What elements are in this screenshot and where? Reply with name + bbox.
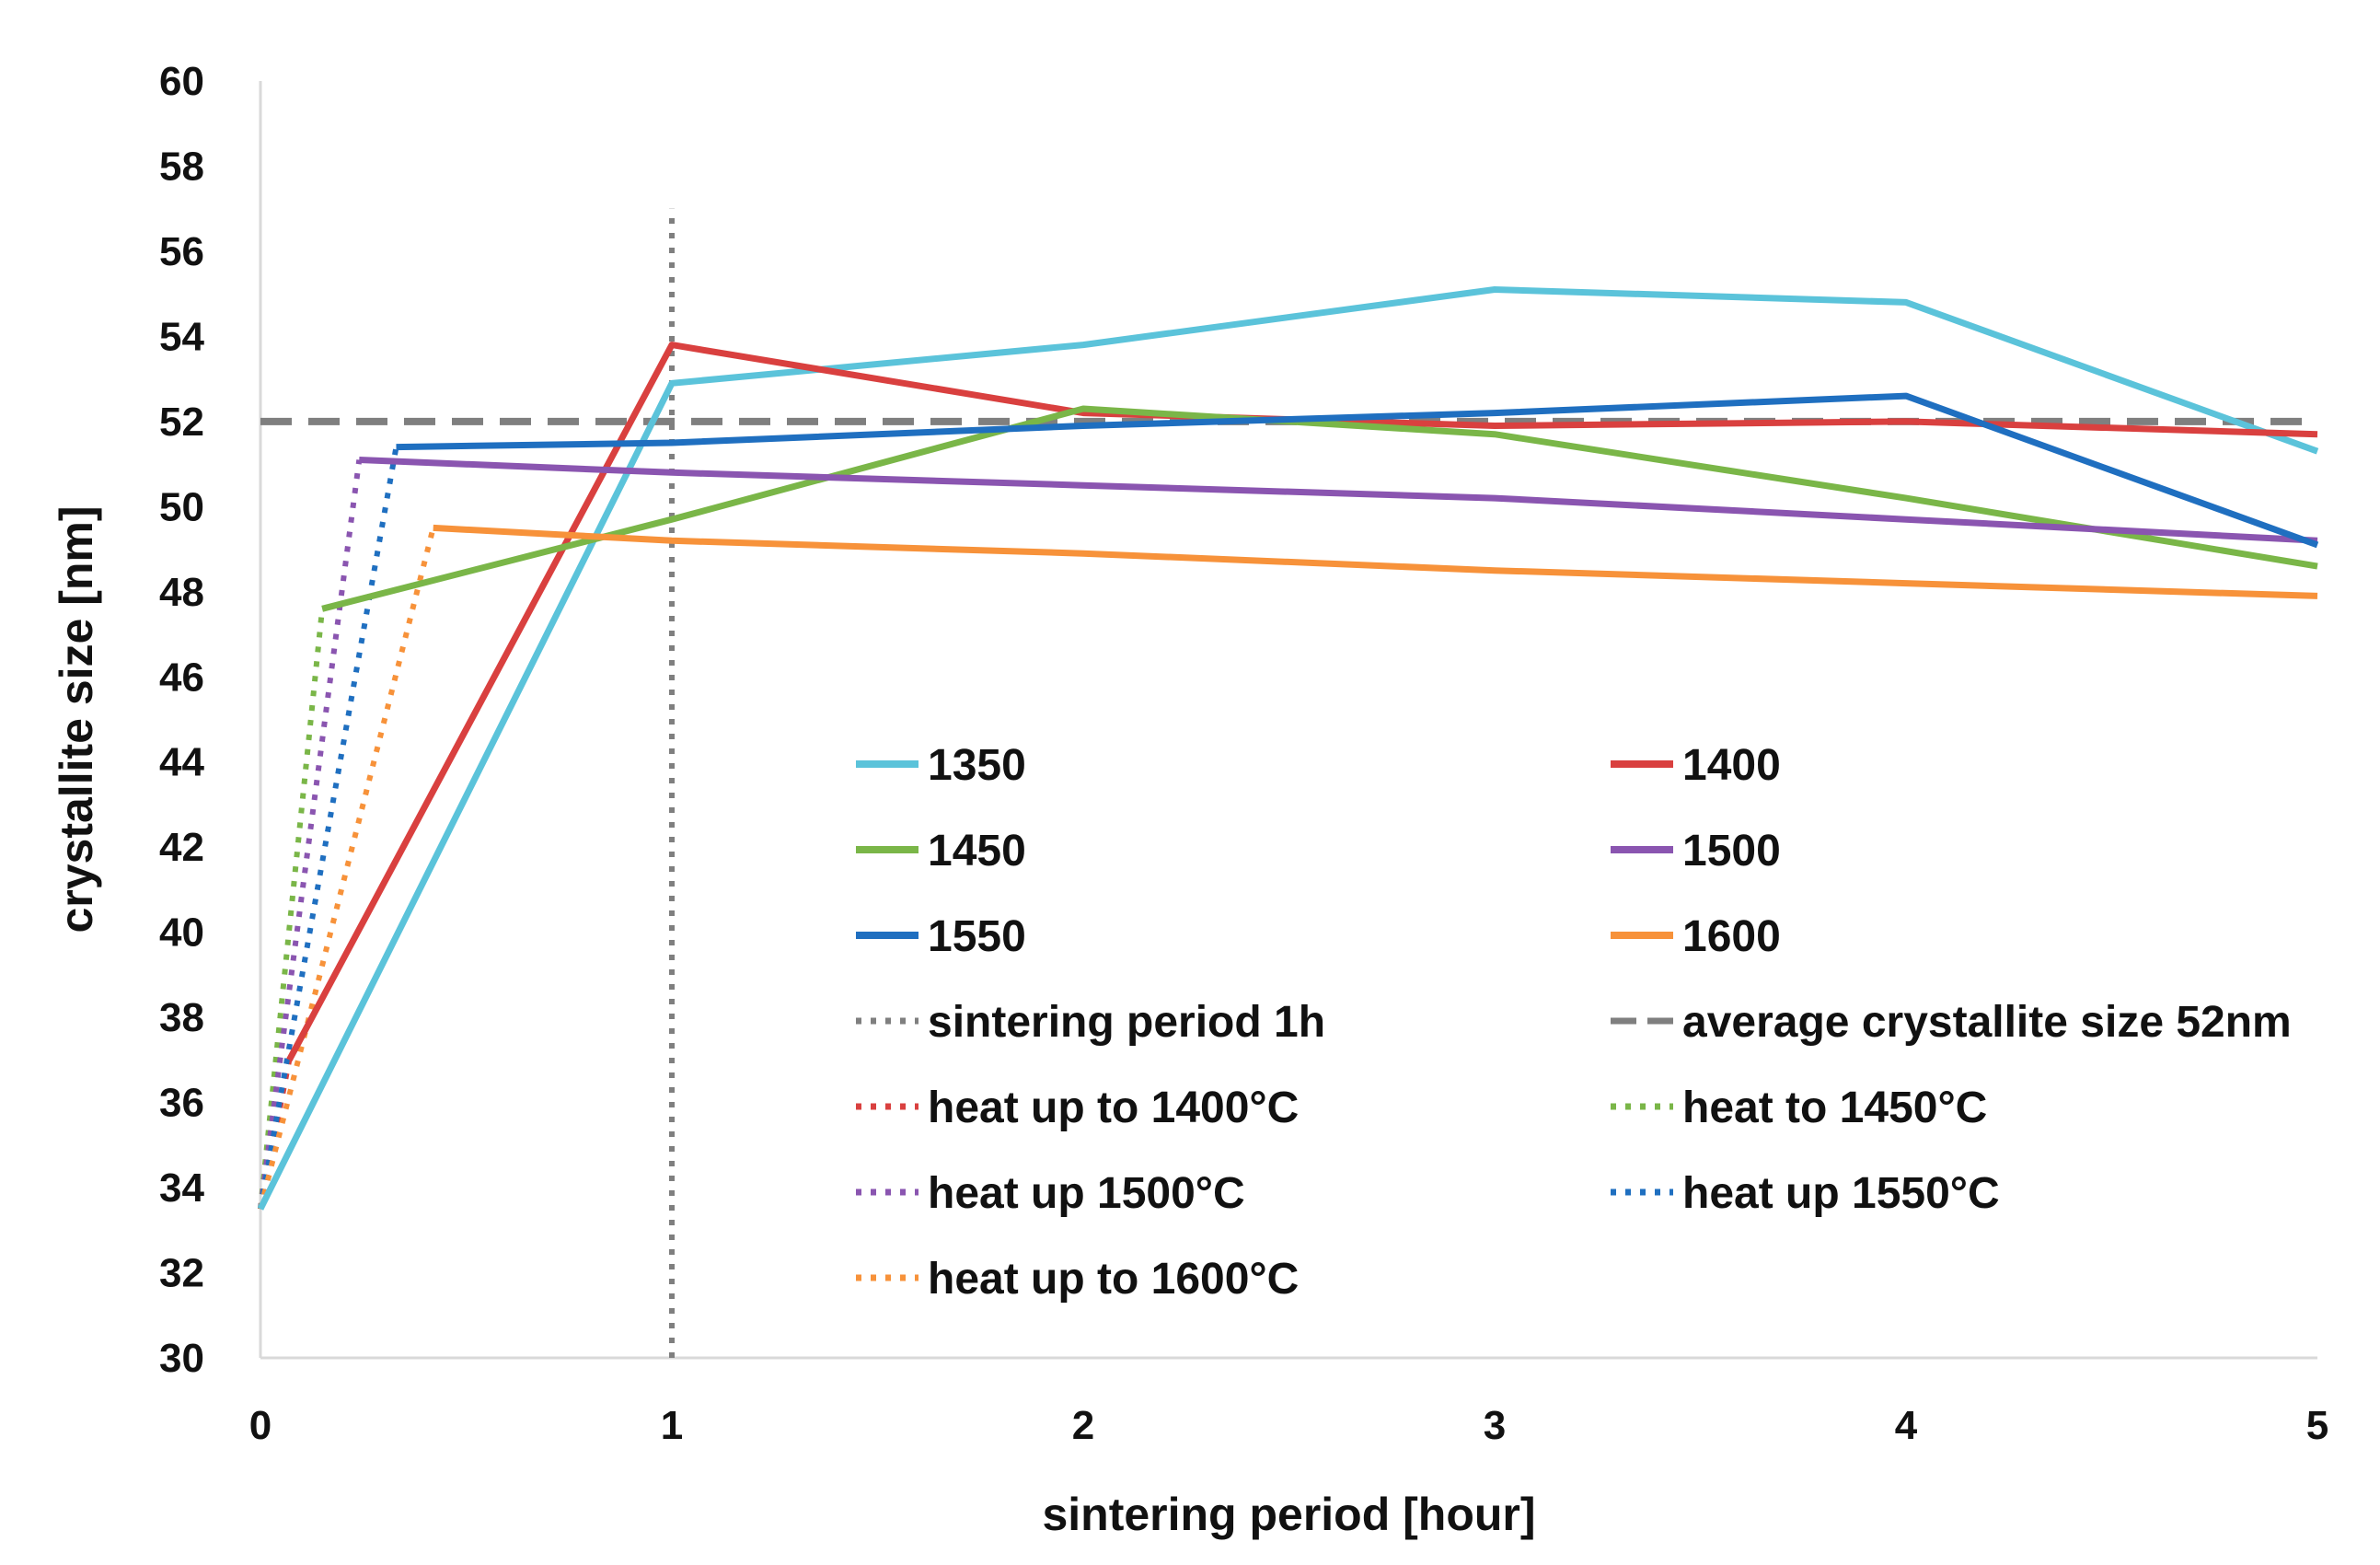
x-tick-label: 1 [661, 1403, 683, 1448]
legend-item: 1550 [856, 912, 1026, 961]
legend-label: average crystallite size 52nm [1682, 998, 2292, 1047]
y-tick-label: 44 [159, 740, 204, 785]
legend-item: 1400 [1611, 741, 1781, 790]
y-tick-label: 32 [159, 1251, 204, 1296]
series-line-4 [396, 392, 2319, 549]
legend-label: 1350 [928, 741, 1026, 790]
y-tick-label: 40 [159, 910, 204, 956]
y-tick-label: 60 [159, 59, 204, 104]
y-tick-label: 50 [159, 484, 204, 529]
legend-item: heat up to 1400°C [856, 1084, 1299, 1132]
y-tick-label: 34 [159, 1165, 204, 1211]
y-tick-label: 58 [159, 144, 204, 189]
series-line-1 [286, 342, 2318, 1062]
series-line-10 [258, 459, 363, 1210]
y-tick-label: 38 [159, 995, 204, 1040]
legend-label: heat up 1550°C [1682, 1169, 2000, 1218]
legend-label: heat up to 1400°C [928, 1084, 1299, 1132]
x-tick-label: 2 [1072, 1403, 1094, 1448]
x-axis-title: sintering period [hour] [1042, 1489, 1535, 1540]
y-axis-title: crystallite size [nm] [51, 505, 102, 933]
legend-label: 1500 [1682, 827, 1781, 875]
legend-item: heat up to 1600°C [856, 1255, 1299, 1304]
y-tick-label: 56 [159, 229, 204, 274]
y-tick-label: 42 [159, 825, 204, 870]
legend-label: heat up to 1600°C [928, 1255, 1299, 1304]
series-line-9 [258, 608, 326, 1210]
legend-label: 1600 [1682, 912, 1781, 961]
y-tick-label: 30 [159, 1336, 204, 1381]
legend-item: heat to 1450°C [1611, 1084, 1987, 1132]
x-tick-label: 4 [1895, 1403, 1918, 1448]
legend-item: heat up 1500°C [856, 1169, 1245, 1218]
legend-item: 1600 [1611, 912, 1781, 961]
legend-item: heat up 1550°C [1611, 1169, 2000, 1218]
series-line-3 [359, 457, 2318, 544]
series-line-11 [258, 446, 399, 1210]
legend: 1350 1400 1450 1500 1550 1600 sintering period… [856, 741, 2292, 1304]
legend-item: 1350 [856, 741, 1026, 790]
x-tick-label: 3 [1484, 1403, 1506, 1448]
x-tick-label: 5 [2306, 1403, 2328, 1448]
legend-label: 1550 [928, 912, 1026, 961]
y-tick-label: 46 [159, 655, 204, 700]
legend-label: 1450 [928, 827, 1026, 875]
y-tick-label: 48 [159, 570, 204, 615]
legend-item: average crystallite size 52nm [1611, 998, 2292, 1047]
series-line-0 [257, 286, 2319, 1211]
legend-label: heat to 1450°C [1682, 1084, 1987, 1132]
y-tick-label: 52 [159, 400, 204, 445]
legend-label: sintering period 1h [928, 998, 1325, 1047]
y-tick-label: 36 [159, 1081, 204, 1126]
x-tick-label: 0 [249, 1403, 272, 1448]
series-layer [257, 208, 2319, 1358]
legend-label: heat up 1500°C [928, 1169, 1245, 1218]
y-tick-label: 54 [159, 314, 204, 359]
legend-item: sintering period 1h [856, 998, 1325, 1047]
legend-label: 1400 [1682, 741, 1781, 790]
legend-item: 1450 [856, 827, 1026, 875]
legend-item: 1500 [1611, 827, 1781, 875]
series-line-5 [433, 524, 2318, 599]
series-line-12 [258, 527, 436, 1210]
